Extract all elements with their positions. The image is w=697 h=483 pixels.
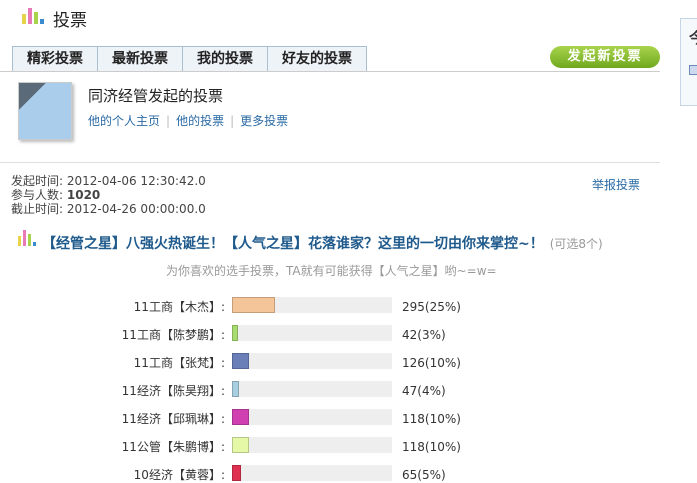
poll-option[interactable]: 11经济【陈昊翔】: 47(4%) [0,381,697,398]
option-label: 11经济【陈昊翔】: [121,384,225,398]
tab-friends[interactable]: 好友的投票 [268,46,367,72]
option-count: 47(4%) [402,384,446,398]
option-count: 126(10%) [402,356,461,370]
result-bar-track [232,325,392,341]
result-bar-fill [232,325,238,341]
option-count: 118(10%) [402,412,461,426]
question-subtitle: 为你喜欢的选手投票，TA就有可能获得【人气之星】哟~=w= [166,264,497,278]
result-bar-track [232,353,392,369]
participants-label: 参与人数: [11,188,64,202]
tab-bar: 精彩投票 最新投票 我的投票 好友的投票 [12,46,367,72]
poll-meta: 发起时间: 2012-04-06 12:30:42.0 参与人数: 1020 截… [11,174,206,216]
option-count: 295(25%) [402,300,461,314]
tab-featured[interactable]: 精彩投票 [13,46,98,72]
tab-mine[interactable]: 我的投票 [183,46,268,72]
page-title: 投票 [53,11,87,31]
bar-chart-icon [22,8,46,24]
question-text: 【经管之星】八强火热诞生！【人气之星】花落谁家？这里的一切由你来掌控~！ [42,236,544,252]
more-polls-link[interactable]: 更多投票 [240,114,289,128]
side-panel-title: 今 [689,29,697,47]
result-bar-track [232,437,392,453]
question-note: (可选8个) [549,237,603,251]
report-link[interactable]: 举报投票 [592,178,641,192]
end-label: 截止时间: [11,202,64,216]
result-bar-fill [232,409,250,425]
result-bar-fill [232,297,275,313]
question-title: 【经管之星】八强火热诞生！【人气之星】花落谁家？这里的一切由你来掌控~！ (可选8… [42,233,603,253]
poll-option[interactable]: 11经济【邱珮琳】: 118(10%) [0,409,697,426]
avatar[interactable] [18,82,72,140]
poll-option[interactable]: 11工商【陈梦鹏】: 42(3%) [0,325,697,342]
divider [0,162,660,163]
result-bar-fill [232,353,250,369]
start-label: 发起时间: [11,174,64,188]
end-time: 2012-04-26 00:00:00.0 [66,202,206,216]
option-label: 11公管【朱鹏博】: [121,440,225,454]
poll-option[interactable]: 11工商【木杰】: 295(25%) [0,297,697,314]
option-count: 65(5%) [402,468,446,482]
bar-chart-icon [18,230,40,246]
option-count: 118(10%) [402,440,461,454]
poll-option[interactable]: 11工商【张梵】: 126(10%) [0,353,697,370]
result-bar-fill [232,437,250,453]
participants-count: 1020 [66,188,101,202]
tab-latest[interactable]: 最新投票 [98,46,183,72]
result-bar-track [232,297,392,313]
result-bar-fill [232,381,239,397]
side-panel-icon [689,65,697,75]
option-count: 42(3%) [402,328,446,342]
profile-link[interactable]: 他的个人主页 [88,114,161,128]
start-time: 2012-04-06 12:30:42.0 [66,174,206,188]
poll-option[interactable]: 10经济【黄蓉】: 65(5%) [0,465,697,482]
result-bar-fill [232,465,241,481]
option-label: 10经济【黄蓉】: [133,468,225,482]
owner-title: 同济经管发起的投票 [88,87,224,105]
new-poll-button[interactable]: 发起新投票 [550,46,660,68]
separator: | [166,114,171,128]
result-bar-track [232,381,392,397]
option-label: 11工商【张梵】: [133,356,225,370]
option-label: 11经济【邱珮琳】: [121,412,225,426]
result-bar-track [232,465,392,481]
separator: | [230,114,235,128]
his-polls-link[interactable]: 他的投票 [176,114,225,128]
side-panel: 今 [680,18,697,106]
divider [0,71,660,72]
option-label: 11工商【陈梦鹏】: [121,328,225,342]
poll-option[interactable]: 11公管【朱鹏博】: 118(10%) [0,437,697,454]
owner-links: 他的个人主页 | 他的投票 | 更多投票 [88,112,288,129]
result-bar-track [232,409,392,425]
option-label: 11工商【木杰】: [133,300,225,314]
